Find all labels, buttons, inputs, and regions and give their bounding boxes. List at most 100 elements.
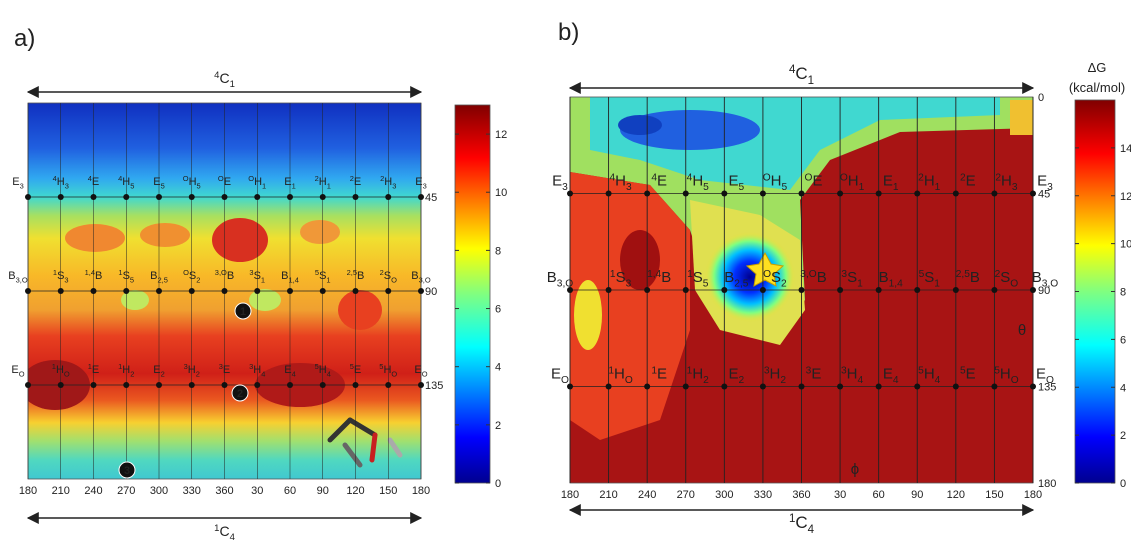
grid-node (1030, 287, 1036, 293)
main-text: S (1000, 269, 1010, 286)
main-text: H (56, 364, 64, 376)
x-tick-label: 90 (911, 489, 923, 501)
subscript: 3 (626, 182, 632, 193)
subscript: O (64, 369, 70, 378)
colorbar-tick-label: 14 (1120, 143, 1131, 155)
conformer-label: E3 (552, 173, 568, 194)
colorbar-tick-label: 4 (1120, 382, 1126, 394)
main-text: E (354, 364, 361, 376)
colorbar-tick-label: 12 (495, 129, 507, 141)
grid-node (991, 191, 997, 197)
conformer-label: 4C1 (214, 70, 235, 90)
x-tick-label: 210 (52, 485, 70, 497)
subscript: 1 (230, 79, 235, 90)
subscript: 1 (326, 275, 330, 284)
subscript: 5 (197, 181, 201, 190)
main-text: E (414, 364, 421, 376)
grid-node (644, 287, 650, 293)
main-text: C (219, 523, 229, 539)
main-text: H (771, 173, 782, 190)
grid-node (189, 382, 195, 388)
subscript: 3,O (16, 275, 28, 284)
subscript: 3 (65, 181, 69, 190)
colorbar-tick-label: 8 (495, 245, 501, 257)
colorbar-tick-label: 10 (495, 187, 507, 199)
main-text: B (227, 270, 234, 282)
colorbar (1075, 100, 1115, 483)
figure: a)18021024027030033036030609012015018045… (0, 0, 1131, 541)
main-text: S (924, 269, 934, 286)
subscript: 3 (423, 181, 427, 190)
colorbar-label: (kcal/mol) (1069, 80, 1125, 95)
colorbar-tick-label: 0 (495, 478, 501, 490)
subscript: 4 (261, 369, 265, 378)
main-text: B (150, 270, 157, 282)
main-text: E (883, 366, 893, 383)
grid-node (254, 382, 260, 388)
main-text: E (1036, 366, 1046, 383)
subscript: 2 (161, 369, 165, 378)
main-text: H (924, 173, 935, 190)
grid-node (156, 382, 162, 388)
main-text: H (384, 176, 392, 188)
main-text: E (284, 364, 291, 376)
subscript: 1 (859, 182, 865, 193)
grid-node (156, 194, 162, 200)
subscript: 3 (626, 279, 632, 290)
main-text: E (415, 176, 422, 188)
grid-node (721, 191, 727, 197)
main-text: E (966, 173, 976, 190)
conformer-label: EO (551, 366, 569, 387)
main-text: E (92, 364, 99, 376)
superscript: O (763, 269, 771, 280)
grid-node (287, 194, 293, 200)
subscript: 1 (292, 181, 296, 190)
x-tick-label: 360 (215, 485, 233, 497)
x-tick-label: 330 (754, 489, 772, 501)
marker-number: 2 (237, 388, 243, 400)
main-text: S (254, 270, 261, 282)
subscript: 3 (64, 275, 68, 284)
x-tick-label: 180 (1024, 489, 1042, 501)
grid-node (385, 382, 391, 388)
subscript: 4 (327, 369, 331, 378)
y-tick-label: 0 (1038, 92, 1044, 104)
main-text: S (693, 269, 703, 286)
colorbar-label: ΔG (1088, 60, 1107, 75)
conformer-label: B3,O (1032, 269, 1059, 290)
x-tick-label: 210 (599, 489, 617, 501)
main-text: E (966, 366, 976, 383)
subscript: 5 (130, 275, 134, 284)
x-tick-label: 120 (346, 485, 364, 497)
main-text: H (1000, 366, 1011, 383)
subscript: 2 (703, 375, 709, 386)
main-text: B (357, 270, 364, 282)
colorbar-tick-label: 8 (1120, 287, 1126, 299)
y-tick-label: 135 (425, 380, 443, 392)
main-text: H (769, 366, 780, 383)
subscript: O (561, 375, 569, 386)
colorbar-tick-label: 12 (1120, 191, 1131, 203)
subscript: 1 (808, 75, 814, 87)
grid-node (991, 384, 997, 390)
grid-node (991, 287, 997, 293)
subscript: 5 (703, 279, 709, 290)
main-text: E (224, 176, 231, 188)
conformer-label: B3,O (8, 270, 28, 284)
grid-node (876, 287, 882, 293)
main-text: B (281, 270, 288, 282)
main-text: H (188, 364, 196, 376)
superscript: 1,4 (85, 268, 95, 277)
grid-node (385, 194, 391, 200)
subscript: 3 (20, 181, 24, 190)
subscript: 1,4 (288, 275, 298, 284)
conformer-label: E3 (12, 176, 24, 190)
main-text: S (189, 270, 196, 282)
main-text: S (57, 270, 64, 282)
main-text: E (812, 173, 822, 190)
grid-node (91, 382, 97, 388)
grid-node (837, 384, 843, 390)
grid-node (353, 194, 359, 200)
grid-node (25, 194, 31, 200)
main-text: H (189, 176, 197, 188)
